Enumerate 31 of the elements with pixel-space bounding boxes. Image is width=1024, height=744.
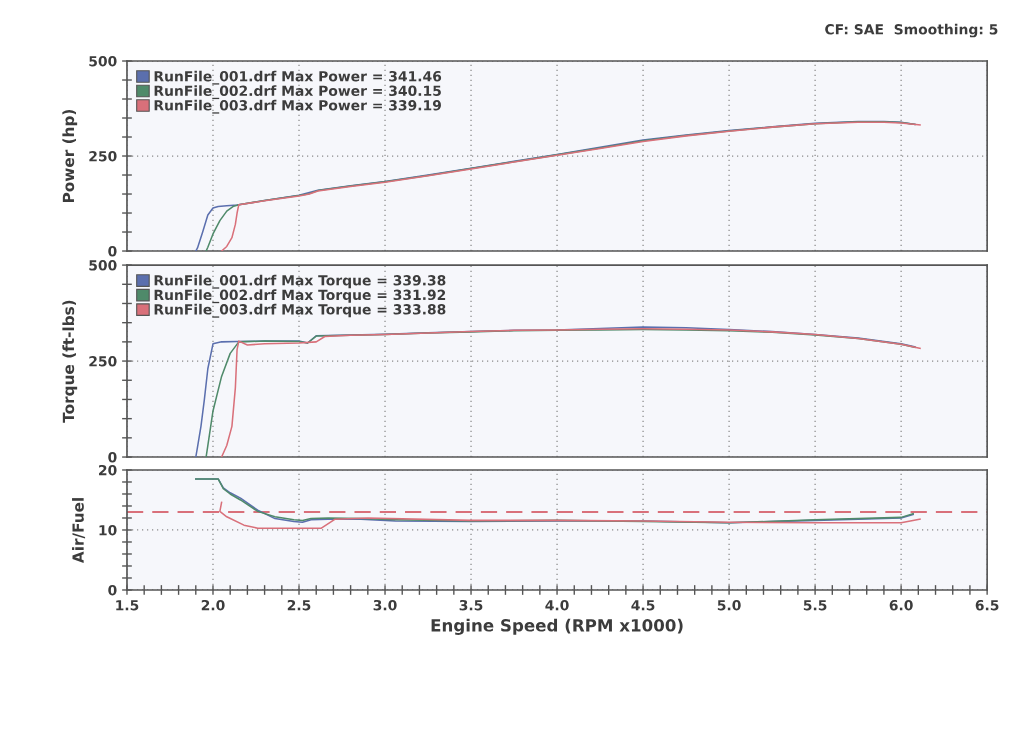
x-tick-label: 4.0 — [545, 599, 569, 611]
x-tick-label: 3.5 — [459, 599, 483, 611]
x-tick-label: 4.5 — [631, 600, 655, 611]
y-tick-label: 0 — [108, 245, 117, 257]
y-axis-title: Power (hp) — [62, 109, 78, 203]
x-tick-label: 5.5 — [803, 600, 827, 611]
legend-label: RunFile_003.drf Max Torque = 333.88 — [154, 303, 446, 318]
legend-label: RunFile_003.drf Max Power = 339.19 — [154, 99, 441, 114]
x-tick-label: 3.0 — [373, 599, 397, 611]
x-tick-label: 1.5 — [116, 600, 139, 611]
y-axis-title: Torque (ft-lbs) — [62, 300, 78, 423]
legend-label: RunFile_002.drf Max Torque = 331.92 — [154, 289, 446, 304]
y-axis-title: Air/Fuel — [72, 498, 86, 564]
legend-label: RunFile_001.drf Max Power = 341.46 — [154, 70, 442, 85]
y-tick-label: 0 — [108, 584, 117, 596]
x-tick-label: 5.0 — [717, 599, 741, 611]
y-tick-label: 500 — [89, 260, 117, 271]
y-tick-label: 10 — [99, 524, 117, 536]
x-tick-label: 6.5 — [975, 599, 999, 611]
text: CF: SAE Smoothing: 5 — [825, 23, 998, 38]
x-tick-label: 2.0 — [201, 599, 225, 611]
y-tick-label: 500 — [89, 55, 117, 67]
x-axis-title: Engine Speed (RPM x1000) — [431, 618, 683, 635]
x-tick-label: 6.0 — [889, 599, 913, 611]
y-tick-label: 250 — [89, 150, 117, 162]
y-tick-label: 0 — [108, 452, 117, 463]
y-tick-label: 250 — [89, 356, 117, 367]
legend-label: RunFile_001.drf Max Torque = 339.38 — [154, 274, 446, 289]
y-tick-label: 20 — [99, 464, 117, 476]
x-tick-label: 2.5 — [287, 599, 311, 611]
legend-label: RunFile_002.drf Max Power = 340.15 — [154, 85, 441, 100]
